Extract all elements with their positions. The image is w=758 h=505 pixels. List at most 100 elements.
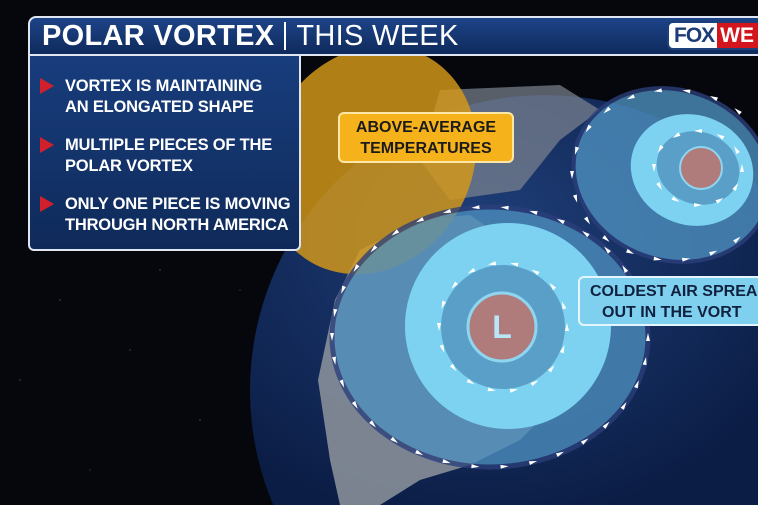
wind-arrow-icon <box>716 133 725 140</box>
wind-arrow-icon <box>391 229 400 236</box>
wind-arrow-icon <box>602 421 610 429</box>
wind-arrow-icon <box>694 129 702 133</box>
wind-arrows <box>330 88 744 469</box>
wind-arrow-icon <box>694 203 702 207</box>
wind-arrow-icon <box>441 300 447 309</box>
wind-arrow-icon <box>487 261 497 266</box>
wind-arrow-icon <box>531 269 540 276</box>
wind-arrow-icon <box>732 183 739 191</box>
bullet-text: VORTEX IS MAINTAINING AN ELONGATED SHAPE <box>65 77 263 116</box>
wind-arrow-icon <box>653 88 663 93</box>
wind-arrow-icon <box>709 96 719 102</box>
coldest-air-label: COLDEST AIR SPREA OUT IN THE VORT <box>578 276 758 326</box>
wind-arrow-icon <box>451 281 459 289</box>
wind-arrow-icon <box>528 460 538 466</box>
wind-arrow-icon <box>510 262 519 267</box>
wind-arrow-icon <box>602 235 610 242</box>
wind-arrow-icon <box>331 356 336 365</box>
wind-arrow-icon <box>439 344 445 353</box>
wind-arrow-icon <box>449 363 457 372</box>
triangle-bullet-icon <box>40 196 54 212</box>
wind-arrow-icon <box>682 89 691 94</box>
warm-label-line1: ABOVE-AVERAGE <box>355 119 497 136</box>
wind-arrow-icon <box>559 345 565 354</box>
wind-arrow-icon <box>500 205 509 210</box>
wind-arrow-icon <box>671 196 680 203</box>
wind-arrow-icon <box>672 132 681 138</box>
wind-arrow-icon <box>570 171 574 179</box>
title-bar: POLAR VORTEX THIS WEEK <box>28 16 758 56</box>
wind-arrow-icon <box>634 380 639 389</box>
wind-arrow-icon <box>351 400 358 409</box>
wind-arrow-icon <box>603 106 611 114</box>
wind-arrow-icon <box>330 333 334 341</box>
wind-arrow-icon <box>681 257 691 262</box>
wind-arrow-icon <box>549 282 557 291</box>
cold-label-line1: COLDEST AIR SPREA <box>590 283 758 300</box>
wind-arrow-icon <box>574 146 580 155</box>
wind-arrow-icon <box>466 378 475 385</box>
wind-arrow-icon <box>652 164 656 172</box>
wind-arrow-icon <box>709 250 718 256</box>
triangle-bullet-icon <box>40 78 54 94</box>
wind-arrow-icon <box>370 245 378 253</box>
wind-arrow-icon <box>369 420 376 428</box>
wind-arrow-icon <box>415 217 425 223</box>
wind-arrow-icon <box>333 308 338 318</box>
wind-arrow-icon <box>653 256 662 261</box>
wind-arrow-icon <box>646 333 650 341</box>
bullet-text: ONLY ONE PIECE IS MOVING THROUGH NORTH A… <box>65 195 291 234</box>
wind-arrow-icon <box>657 145 664 153</box>
wind-arrow-icon <box>487 387 496 392</box>
bullet-panel: VORTEX IS MAINTAINING AN ELONGATED SHAPE… <box>28 56 301 251</box>
wind-arrow-icon <box>509 388 519 393</box>
wind-arrow-icon <box>561 301 567 310</box>
low-symbol: L <box>492 309 512 345</box>
logo-weather: WE <box>717 23 758 48</box>
wind-arrow-icon <box>555 451 565 457</box>
wind-arrow-icon <box>656 182 662 190</box>
wind-arrow-icon <box>642 356 647 366</box>
warm-temperature-label: ABOVE-AVERAGE TEMPERATURES <box>338 112 514 163</box>
wind-arrow-icon <box>353 264 360 272</box>
wind-arrow-icon <box>442 208 452 214</box>
wind-arrow-icon <box>573 194 578 203</box>
wind-arrow-icon <box>604 246 611 254</box>
wind-arrow-icon <box>390 436 398 444</box>
wind-arrow-icon <box>556 218 565 225</box>
triangle-bullet-icon <box>40 137 54 153</box>
page-subtitle: THIS WEEK <box>296 19 459 52</box>
wind-arrow-icon <box>715 198 724 204</box>
wind-arrow-icon <box>740 164 744 172</box>
wind-arrow-icon <box>565 323 569 331</box>
wind-arrow-icon <box>626 94 635 100</box>
wind-arrow-icon <box>582 230 590 238</box>
wind-arrow-icon <box>339 379 345 388</box>
wind-arrow-icon <box>442 459 451 464</box>
wind-arrow-icon <box>467 267 476 274</box>
wind-arrow-icon <box>620 402 627 410</box>
bullet-text: MULTIPLE PIECES OF THE POLAR VORTEX <box>65 136 273 175</box>
wind-arrow-icon <box>437 323 441 331</box>
fox-weather-logo: FOX WE <box>667 21 758 50</box>
logo-fox: FOX <box>674 24 715 47</box>
wind-arrow-icon <box>471 464 480 469</box>
wind-arrow-icon <box>471 205 480 210</box>
low-pressure-icon <box>466 291 538 363</box>
low-pressure-icon-secondary <box>679 146 723 190</box>
bullet-item: MULTIPLE PIECES OF THE POLAR VORTEX <box>40 135 299 177</box>
wind-arrow-icon <box>733 236 741 244</box>
cold-label-line2: OUT IN THE VORT <box>602 304 742 321</box>
wind-arrow-icon <box>580 438 589 445</box>
warm-label-line2: TEMPERATURES <box>360 140 492 157</box>
wind-arrow-icon <box>341 285 346 294</box>
title-divider <box>284 22 287 50</box>
wind-arrow-icon <box>500 464 509 469</box>
bullet-item: VORTEX IS MAINTAINING AN ELONGATED SHAPE <box>40 76 299 118</box>
wind-arrow-icon <box>530 380 539 387</box>
wind-arrow-icon <box>622 265 629 274</box>
wind-arrow-icon <box>584 216 591 225</box>
bullet-item: ONLY ONE PIECE IS MOVING THROUGH NORTH A… <box>40 194 299 236</box>
wind-arrow-icon <box>625 248 635 254</box>
